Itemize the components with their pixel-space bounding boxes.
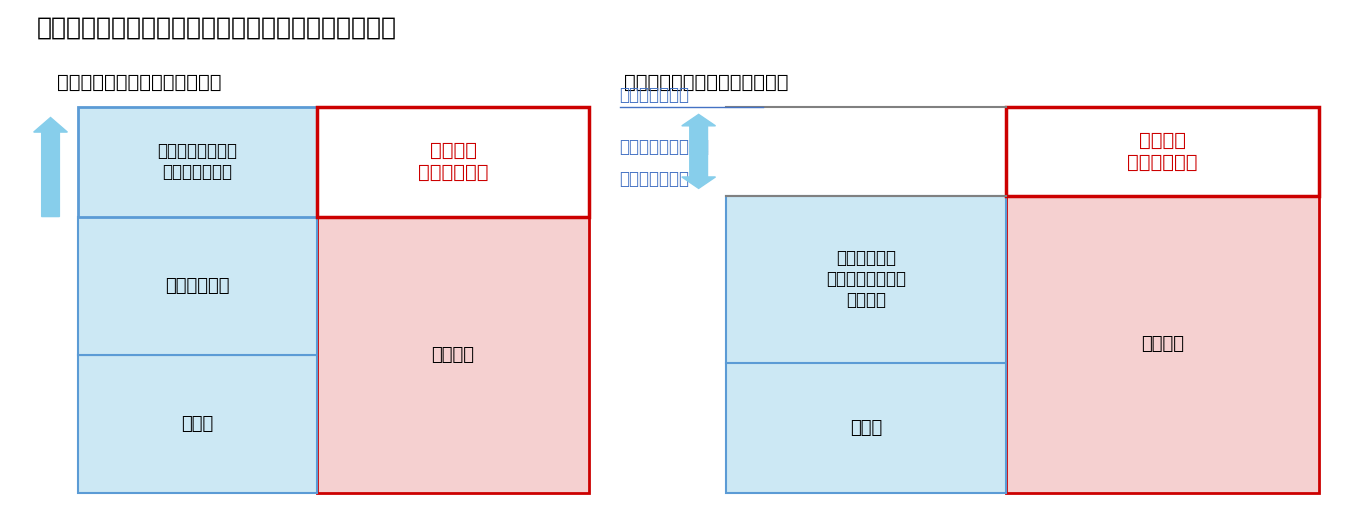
Text: 積立金: 積立金 [849,419,882,437]
Bar [78,217,316,355]
Text: 掛金収入現価
（リスク対応掛金
を含む）: 掛金収入現価 （リスク対応掛金 を含む） [826,249,906,309]
Bar [316,107,589,217]
Text: ＜新たな財政均衡のイメージ＞: ＜新たな財政均衡のイメージ＞ [623,73,788,92]
Text: 財政均衡と判断: 財政均衡と判断 [619,170,689,188]
Text: この範囲に収まれば: この範囲に収まれば [619,139,710,157]
FancyArrow shape [34,118,67,217]
Text: 財政悪化
リスク相当額: 財政悪化 リスク相当額 [1128,131,1197,172]
Bar [1006,107,1319,196]
Bar [78,107,316,217]
Text: 財政悪化
リスク相当額: 財政悪化 リスク相当額 [418,141,488,182]
FancyArrow shape [682,114,715,151]
Text: 積立金: 積立金 [181,415,214,433]
Text: 給付現価: 給付現価 [432,346,474,364]
Bar [78,355,316,493]
Text: 財政均衡の範囲: 財政均衡の範囲 [619,86,689,104]
Bar [726,196,1006,493]
Text: 図表１　リスク対応掛金と新しい財政均衡のイメージ: 図表１ リスク対応掛金と新しい財政均衡のイメージ [37,16,397,40]
Bar [1006,196,1319,493]
FancyArrow shape [682,151,715,189]
Text: ＜リスク対応掛金現価の限度＞: ＜リスク対応掛金現価の限度＞ [58,73,222,92]
Text: 掛金収入現価: 掛金収入現価 [164,277,229,295]
Bar [316,217,589,493]
Text: リスク対応掛金の
拠出可能な現価: リスク対応掛金の 拠出可能な現価 [158,142,237,181]
Text: 給付現価: 給付現価 [1141,335,1184,353]
